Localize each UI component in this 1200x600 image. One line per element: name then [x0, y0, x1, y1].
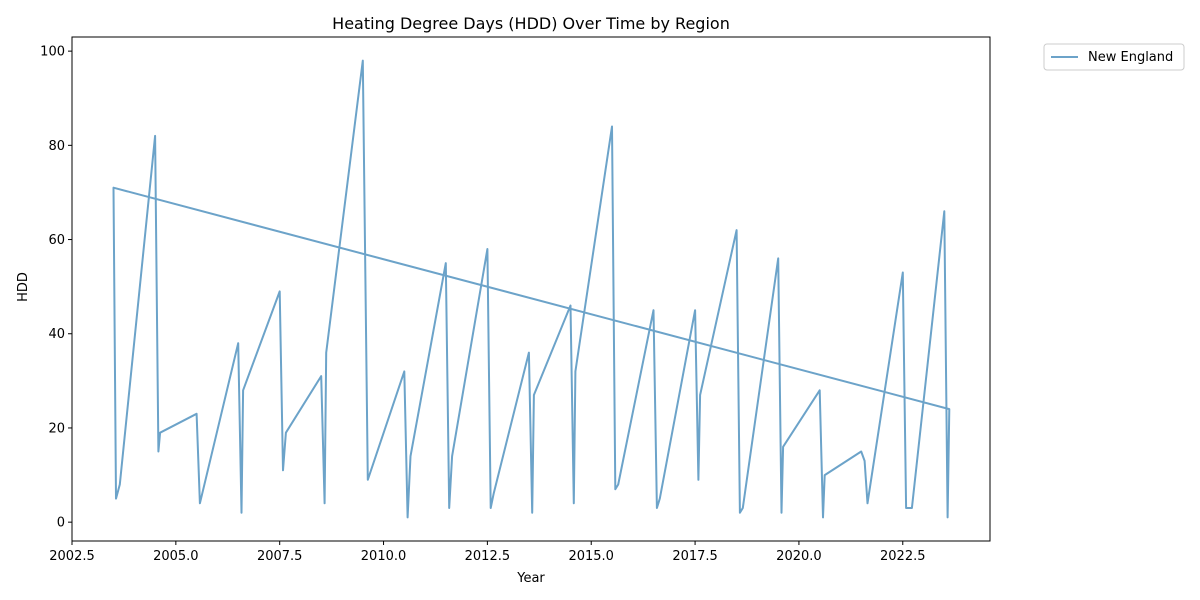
data-point: [533, 394, 535, 396]
x-tick-label: 2002.5: [49, 549, 95, 564]
data-point: [486, 248, 488, 250]
legend-label: New England: [1088, 50, 1173, 65]
x-tick-label: 2017.5: [672, 549, 718, 564]
data-point: [948, 408, 950, 410]
y-tick-label: 0: [57, 516, 65, 531]
data-point: [445, 262, 447, 264]
data-point: [659, 498, 661, 500]
data-point: [819, 389, 821, 391]
data-point: [611, 125, 613, 128]
data-point: [699, 394, 701, 396]
x-tick-label: 2010.0: [361, 549, 407, 564]
data-point: [159, 432, 161, 434]
data-point: [697, 479, 700, 481]
chart-title: Heating Degree Days (HDD) Over Time by R…: [332, 14, 730, 33]
data-point: [362, 60, 364, 62]
axes-frame: [71, 36, 991, 542]
series-line-0: [112, 59, 951, 519]
data-point: [403, 370, 405, 372]
data-point: [822, 516, 824, 519]
data-point: [780, 512, 783, 514]
legend-frame: [1043, 43, 1185, 71]
data-point: [320, 375, 322, 377]
data-point: [528, 352, 530, 354]
data-point: [614, 488, 616, 490]
x-tick-label: 2007.5: [257, 549, 303, 564]
data-point: [742, 507, 744, 509]
y-tick-label: 20: [48, 421, 65, 436]
data-point: [569, 304, 572, 307]
data-point: [656, 507, 658, 509]
data-point: [237, 342, 239, 344]
data-point: [947, 516, 949, 519]
data-point: [279, 290, 281, 292]
legend: New England: [1043, 43, 1185, 71]
data-point: [777, 257, 779, 259]
data-point: [493, 493, 495, 495]
data-point: [325, 352, 327, 354]
data-point: [824, 474, 826, 476]
data-point: [199, 502, 201, 504]
data-point: [157, 450, 159, 453]
data-point: [324, 502, 326, 504]
data-point: [531, 512, 533, 514]
data-point: [860, 450, 862, 453]
data-point: [285, 432, 287, 434]
y-tick-label: 60: [48, 233, 65, 248]
data-point: [574, 370, 577, 372]
data-point: [367, 479, 369, 481]
data-point: [242, 389, 244, 391]
data-point: [112, 187, 115, 189]
data-point: [240, 512, 243, 514]
data-point: [119, 483, 121, 486]
y-axis-label: HDD: [16, 272, 31, 302]
data-point: [782, 446, 784, 448]
data-point: [617, 483, 619, 486]
data-point: [448, 507, 450, 509]
data-point: [451, 455, 453, 457]
x-tick-label: 2015.0: [568, 549, 614, 564]
data-point: [409, 455, 412, 457]
axes: 2002.5 2005.0 2007.5 2010.0 2012.5 2015.0 2017…: [40, 36, 991, 564]
x-tick-label: 2020.0: [776, 549, 822, 564]
data-point: [866, 502, 869, 504]
data-point: [115, 498, 117, 500]
data-point: [573, 502, 575, 504]
data-point: [407, 516, 409, 519]
y-tick-label: 80: [48, 139, 65, 154]
data-point: [282, 469, 284, 471]
data-point: [911, 507, 913, 509]
data-point: [739, 512, 741, 514]
data-point: [694, 309, 696, 311]
x-tick-label: 2022.5: [880, 549, 926, 564]
data-point: [196, 413, 198, 415]
x-tick-label: 2005.0: [153, 549, 199, 564]
data-point: [905, 507, 907, 509]
plot-area: [112, 59, 951, 519]
x-axis-label: Year: [516, 571, 545, 586]
x-tick-label: 2012.5: [465, 549, 511, 564]
data-point: [652, 309, 655, 311]
y-tick-label: 40: [48, 327, 65, 342]
data-point: [154, 135, 156, 137]
data-point: [490, 507, 492, 509]
data-point: [864, 460, 866, 462]
data-point: [902, 271, 904, 274]
data-point: [736, 229, 738, 231]
data-point: [943, 210, 945, 212]
y-tick-label: 100: [40, 45, 65, 60]
